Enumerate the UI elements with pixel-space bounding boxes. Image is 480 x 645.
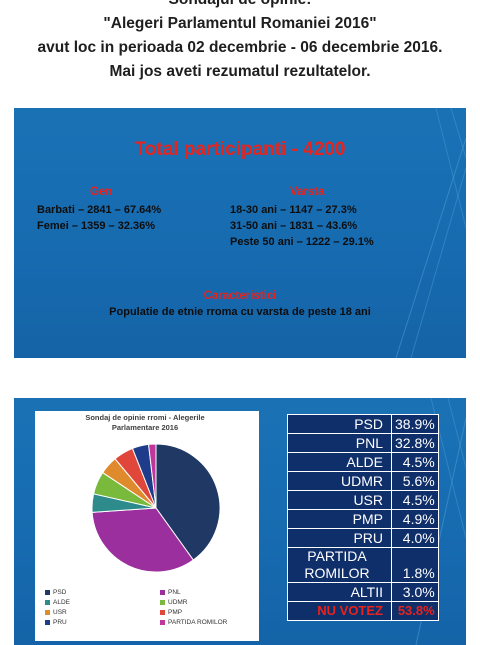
legend-label: PSD <box>53 589 67 596</box>
legend-label: PARTIDA ROMILOR <box>168 619 228 626</box>
party-name: PRU <box>287 528 392 548</box>
legend-label: PMP <box>168 609 183 616</box>
party-name: USR <box>287 490 392 510</box>
legend-item: PNL <box>160 589 181 596</box>
varsta-line: 18-30 ani – 1147 – 27.3% <box>230 204 357 216</box>
legend-label: PNL <box>168 589 181 596</box>
total-participants-title: Total participanti - 4200 <box>134 139 346 160</box>
party-name: UDMR <box>287 471 392 491</box>
legend-label: ALDE <box>53 599 70 606</box>
legend-swatch <box>160 619 165 625</box>
legend-item: PMP <box>160 609 182 616</box>
table-row: PSD 38.9% <box>287 414 439 434</box>
party-name: ALDE <box>287 452 392 472</box>
party-percent: 4.5% <box>391 452 439 472</box>
party-percent: 4.5% <box>391 490 439 510</box>
decorative-lines <box>395 108 466 358</box>
table-row: PRU 4.0% <box>287 528 439 548</box>
summary-slide: Total participanti - 4200 Gen Barbati – … <box>14 108 466 358</box>
header-line: "Alegeri Parlamentul Romaniei 2016" <box>103 15 377 32</box>
caracteristici-heading: Caracteristici <box>203 290 277 302</box>
header-line: avut loc in perioada 02 decembrie - 06 d… <box>37 39 443 56</box>
party-name: NU VOTEZ <box>287 601 392 621</box>
varsta-line: 31-50 ani – 1831 – 43.6% <box>230 220 358 232</box>
varsta-heading: Varsta <box>290 186 325 198</box>
party-name: PNL <box>287 433 392 453</box>
party-percent: 3.0% <box>391 582 439 602</box>
legend-item: PARTIDA ROMILOR <box>160 619 227 626</box>
party-name: PMP <box>287 509 392 529</box>
caracteristici-text: Populatie de etnie rroma cu varsta de pe… <box>109 306 371 318</box>
pie-chart-panel: Sondaj de opinie rromi - Alegerile Parla… <box>35 411 259 641</box>
legend-swatch <box>45 609 50 615</box>
gen-line: Femei – 1359 – 32.36% <box>37 220 156 232</box>
table-row: PMP 4.9% <box>287 509 439 529</box>
varsta-line: Peste 50 ani – 1222 – 29.1% <box>230 236 374 248</box>
legend-label: USR <box>53 609 67 616</box>
table-row: NU VOTEZ 53.8% <box>287 601 439 621</box>
gen-heading: Gen <box>90 186 113 198</box>
pie-slice-partida-romilor <box>148 443 157 509</box>
party-percent: 53.8% <box>391 601 439 621</box>
legend-label: UDMR <box>168 599 188 606</box>
legend-item: PSD <box>45 589 66 596</box>
results-table: PSD 38.9% PNL 32.8% ALDE 4.5% UDMR 5.6% USR 4… <box>287 414 439 621</box>
party-percent: 4.0% <box>391 528 439 548</box>
table-row: ALTII 3.0% <box>287 582 439 602</box>
legend-swatch <box>45 619 50 625</box>
legend-item: USR <box>45 609 67 616</box>
party-percent: 5.6% <box>391 471 439 491</box>
legend-swatch <box>45 589 50 595</box>
legend-swatch <box>160 589 165 595</box>
party-name: PSD <box>287 414 392 434</box>
table-row: USR 4.5% <box>287 490 439 510</box>
party-percent: 4.9% <box>391 509 439 529</box>
table-row: ALDE 4.5% <box>287 452 439 472</box>
header-line: Sondajul de opinie: <box>0 0 480 12</box>
legend-label: PRU <box>53 619 67 626</box>
header-line: Mai jos aveti rezumatul rezultatelor. <box>109 63 371 80</box>
party-name: ALTII <box>287 582 392 602</box>
pie-slice-psd <box>155 443 221 561</box>
legend-item: ALDE <box>45 599 70 606</box>
party-name: PARTIDA ROMILOR <box>287 547 392 583</box>
party-percent: 32.8% <box>391 433 439 453</box>
pie-slice-pnl <box>91 507 194 573</box>
table-row: PNL 32.8% <box>287 433 439 453</box>
party-percent: 1.8% <box>391 547 439 583</box>
header: Sondajul de opinie: "Alegeri Parlamentul… <box>0 0 480 84</box>
legend-item: UDMR <box>160 599 188 606</box>
legend-item: PRU <box>45 619 67 626</box>
legend-swatch <box>45 599 50 605</box>
gen-line: Barbati – 2841 – 67.64% <box>37 204 162 216</box>
legend-swatch <box>160 599 165 605</box>
legend-swatch <box>160 609 165 615</box>
pie-chart <box>91 443 221 573</box>
table-row: PARTIDA ROMILOR 1.8% <box>287 547 439 583</box>
table-row: UDMR 5.6% <box>287 471 439 491</box>
chart-title: Sondaj de opinie rromi - Alegerile Parla… <box>85 413 205 432</box>
results-slide: Sondaj de opinie rromi - Alegerile Parla… <box>14 398 466 645</box>
party-percent: 38.9% <box>391 414 439 434</box>
